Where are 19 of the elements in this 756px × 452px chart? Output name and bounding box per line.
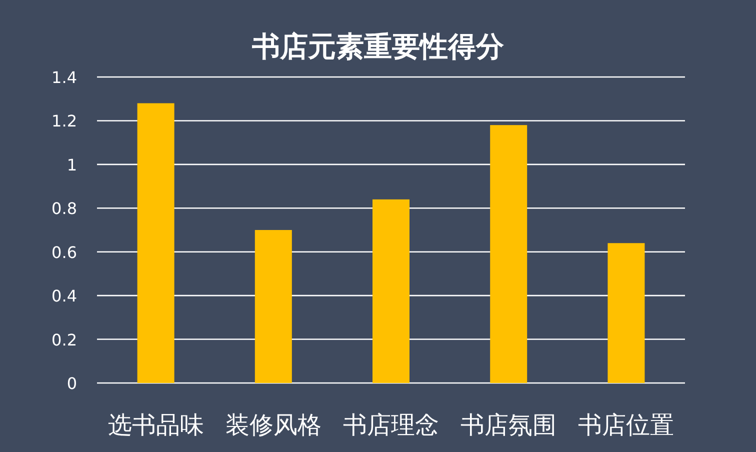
chart-title: 书店元素重要性得分: [251, 30, 505, 63]
y-tick-label: 1: [66, 155, 77, 174]
y-tick-label: 0.4: [52, 286, 77, 306]
y-tick-label: 0.8: [52, 199, 77, 218]
x-tick-label: 装修风格: [225, 411, 322, 439]
x-tick-label: 书店位置: [578, 411, 674, 439]
y-tick-label: 0.2: [52, 330, 77, 350]
bar: [490, 125, 528, 383]
x-tick-label: 选书品味: [108, 411, 204, 439]
bar: [372, 199, 410, 383]
y-tick-label: 1.2: [52, 112, 77, 131]
x-tick-label: 书店氛围: [460, 411, 557, 439]
bar: [137, 103, 174, 383]
y-tick-label: 0.6: [52, 242, 77, 262]
x-tick-label: 书店理念: [343, 411, 439, 439]
bar: [254, 230, 292, 383]
y-tick-label: 0: [66, 374, 77, 393]
y-tick-label: 1.4: [52, 68, 77, 87]
bar: [608, 243, 645, 383]
